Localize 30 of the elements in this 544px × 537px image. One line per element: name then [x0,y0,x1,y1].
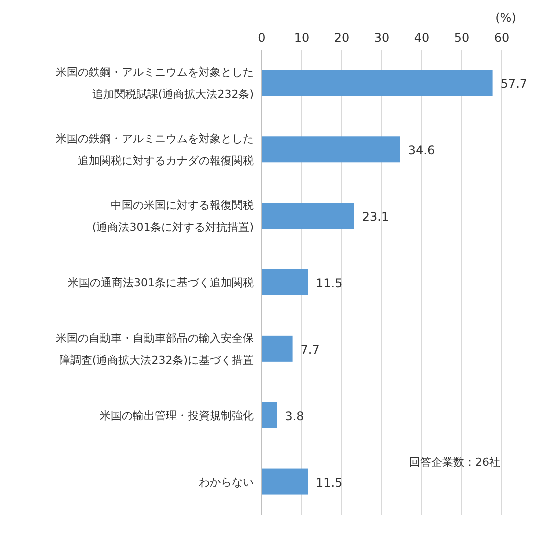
data-label: 11.5 [316,276,343,290]
x-tick-label: 60 [494,31,510,45]
data-label: 34.6 [408,144,436,158]
bar [262,270,308,296]
y-tick-label: わからない [199,476,254,489]
data-label: 11.5 [316,476,343,490]
bar [262,203,354,230]
data-label: 3.8 [285,409,304,424]
data-label: 57.7 [500,77,528,92]
x-tick-label: 10 [294,31,310,45]
y-tick-label: 米国の鉄鋼・アルミニウムを対象とした追加関税に対するカナダの報復関税 [56,132,254,168]
x-tick-label: 0 [258,31,266,45]
x-tick-label: 30 [374,31,390,45]
x-tick-label: 20 [334,31,350,45]
annotation: 回答企業数：26社 [410,456,500,469]
x-axis-title: (%) [496,11,516,25]
y-tick-label: 中国の米国に対する報復関税(通商法301条に対する対抗措置) [92,199,254,234]
data-label: 7.7 [300,342,320,357]
bar [262,336,293,362]
bar [262,70,493,96]
bar [262,402,278,428]
y-tick-label: 米国の通商法301条に基づく追加関税 [68,276,254,290]
x-tick-label: 50 [454,31,470,45]
y-tick-label: 米国の鉄鋼・アルミニウムを対象とした追加関税賦課(通商拡大法232条) [56,66,254,102]
y-tick-label: 米国の輸出管理・投資規制強化 [100,409,254,422]
bar [262,468,308,495]
data-label: 23.1 [362,210,390,224]
y-tick-label: 米国の自動車・自動車部品の輸入安全保障調査(通商拡大法232条)に基づく措置 [56,332,254,367]
bar [262,136,400,163]
x-tick-label: 40 [414,31,430,45]
